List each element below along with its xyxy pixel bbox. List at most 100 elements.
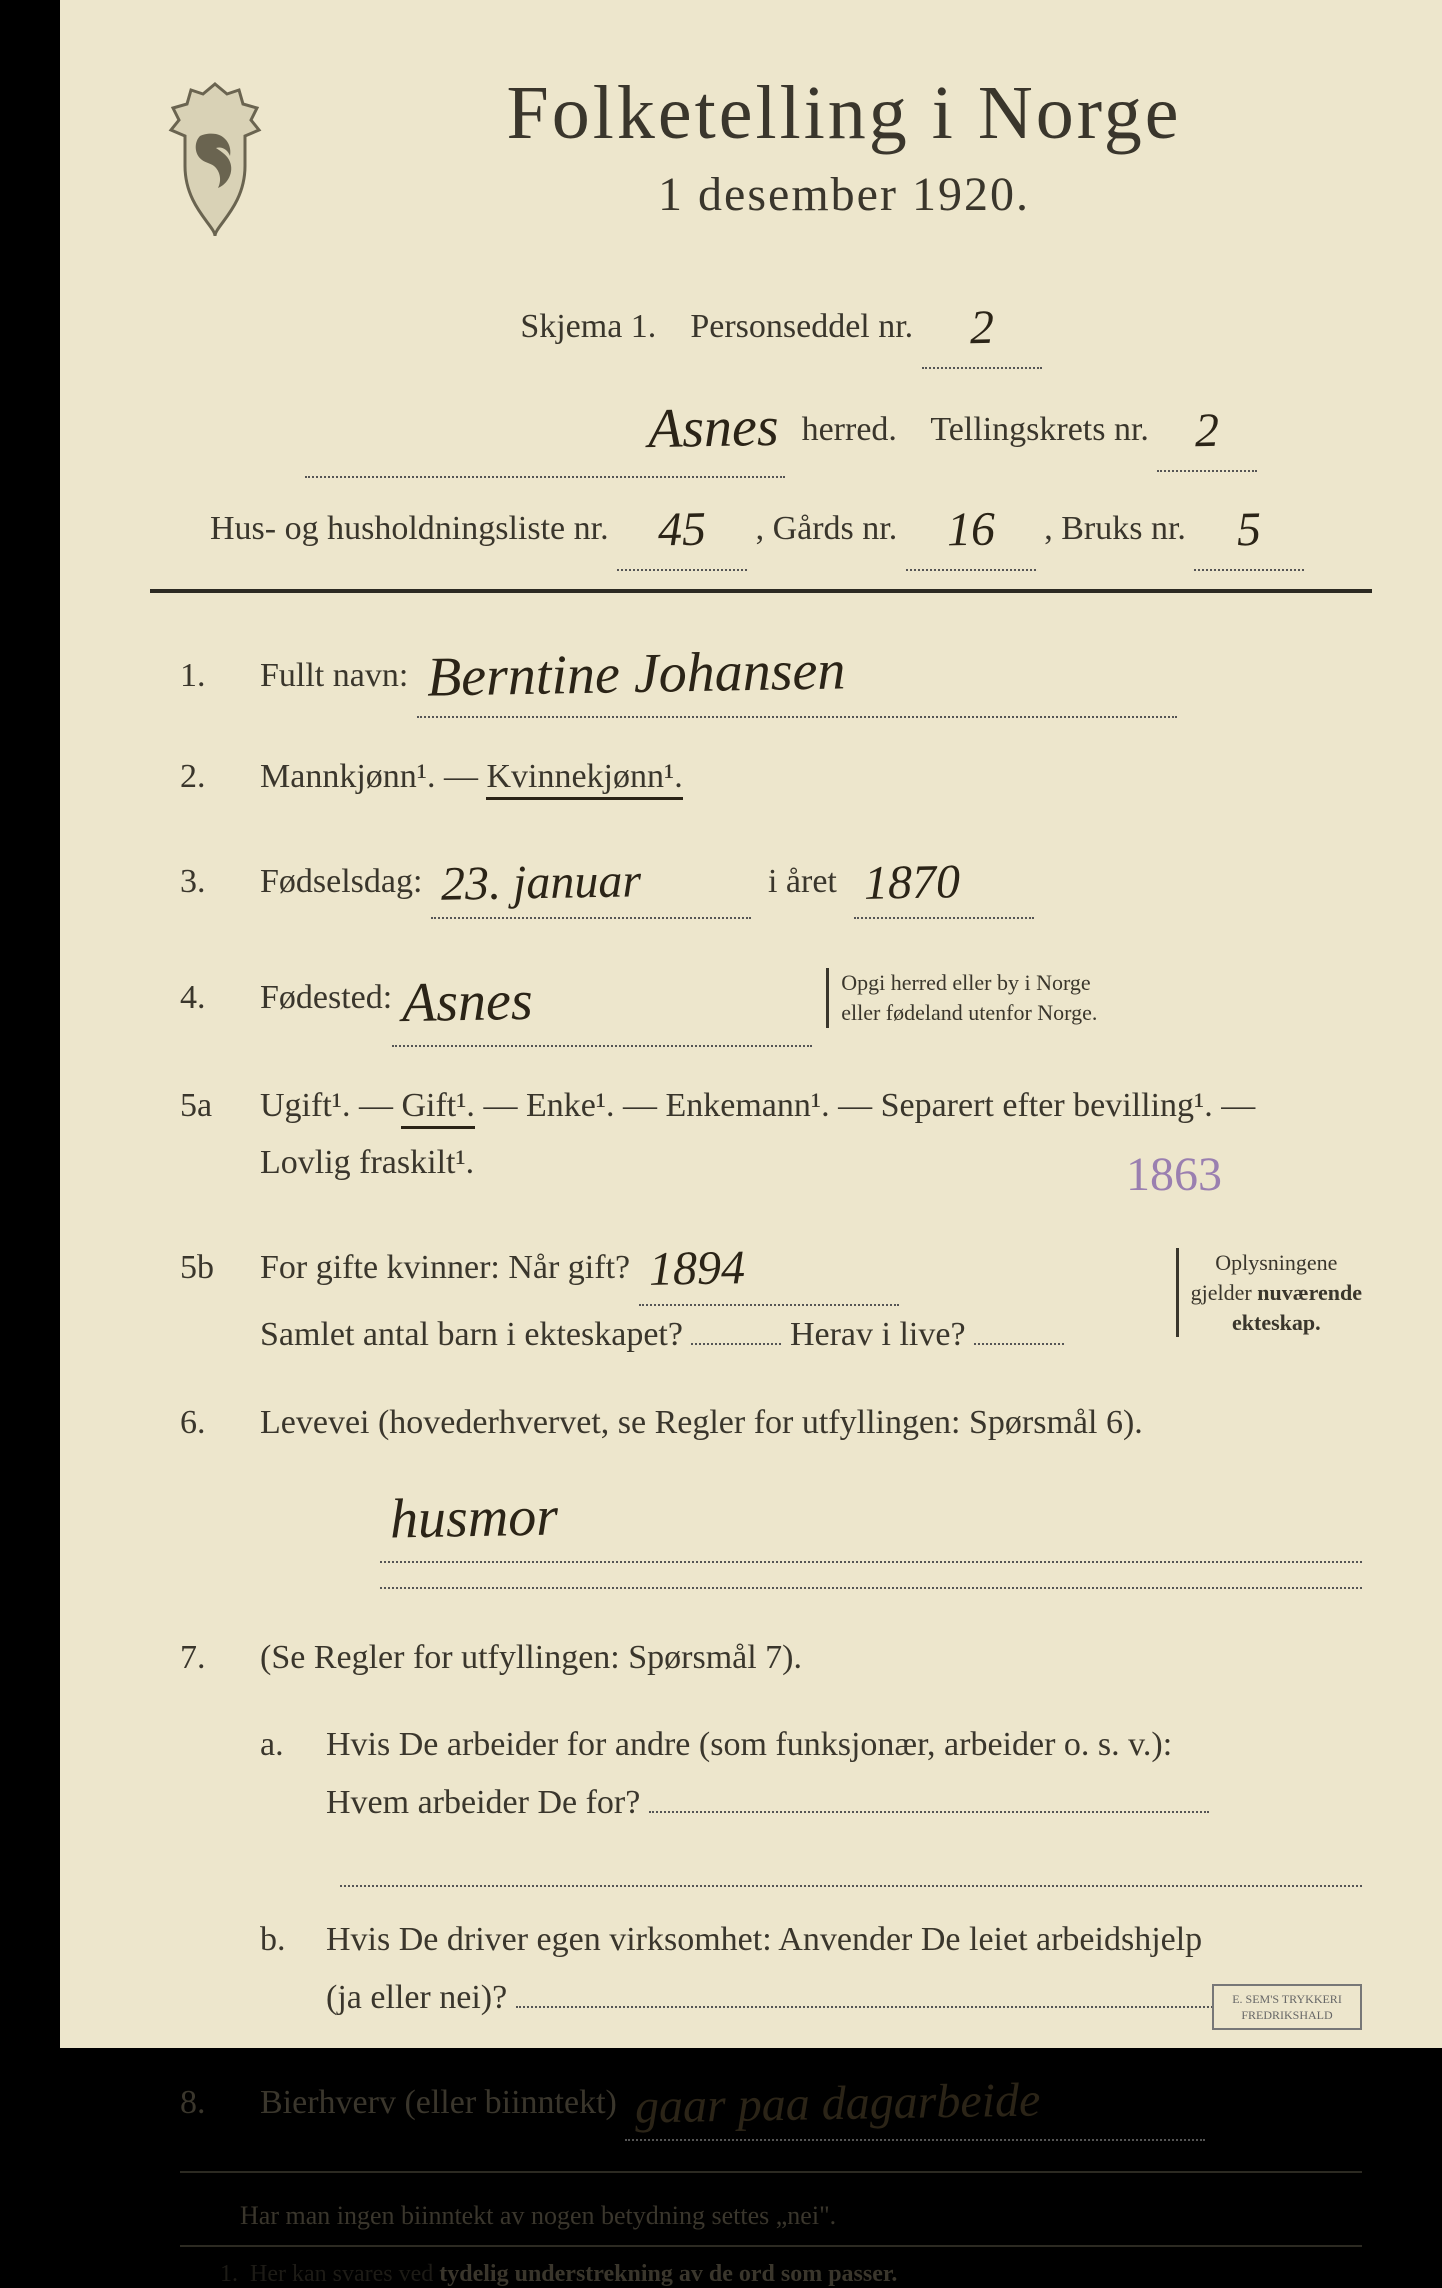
q5b-side-note: Oplysningene gjelder nuværende ekteskap.: [1176, 1248, 1362, 1337]
divider-thin: [180, 2171, 1362, 2173]
question-8: 8. Bierhverv (eller biinntekt) gaar paa …: [180, 2057, 1362, 2141]
q7b-letter: b.: [260, 1921, 306, 1959]
q1-field: Berntine Johansen: [417, 621, 1177, 718]
q5b-side-3: ekteskap.: [1232, 1310, 1321, 1335]
printer-stamp: E. SEM'S TRYKKERI FREDRIKSHALD: [1212, 1984, 1362, 2030]
q5b-year-field: 1894: [639, 1222, 899, 1306]
q6-value: husmor: [389, 1470, 559, 1568]
stamp-line-2: FREDRIKSHALD: [1241, 2008, 1332, 2022]
q5b-num: 5b: [180, 1249, 240, 1287]
q7a-extra-line: [340, 1862, 1362, 1888]
q5a-opt-2: Enke¹.: [526, 1087, 615, 1124]
bottom-cut-bold: tydelig understrekning av de ord som pas…: [439, 2261, 897, 2287]
divider-thin-2: [180, 2245, 1362, 2247]
bruks-nr-value: 5: [1237, 483, 1263, 575]
personseddel-label: Personseddel nr.: [690, 308, 913, 345]
footer-note: Har man ingen biinntekt av nogen betydni…: [240, 2201, 1362, 2231]
meta-line-3: Hus- og husholdningsliste nr. 45 , Gårds…: [210, 478, 1352, 571]
gards-nr-value: 16: [946, 483, 996, 575]
q5a-opt-0: Ugift¹.: [260, 1087, 350, 1124]
q7a-text2: Hvem arbeider De for?: [326, 1784, 640, 1821]
q6-field: husmor: [380, 1465, 1362, 1562]
q5b-label1: For gifte kvinner: Når gift?: [260, 1249, 630, 1286]
q6-num: 6.: [180, 1404, 240, 1442]
q2-male: Mannkjønn¹.: [260, 758, 435, 795]
bruks-nr-field: 5: [1194, 478, 1304, 571]
q3-day-value: 23. januar: [440, 840, 641, 925]
q5b-side-bold: nuværende: [1257, 1280, 1362, 1305]
q6-label: Levevei (hovederhvervet, se Regler for u…: [260, 1404, 1143, 1441]
question-1: 1. Fullt navn: Berntine Johansen: [180, 621, 1362, 718]
q3-year-value: 1870: [863, 841, 960, 924]
question-7a: a. Hvis De arbeider for andre (som funks…: [260, 1716, 1362, 1832]
question-4: 4. Fødested: Asnes Opgi herred eller by …: [180, 949, 1362, 1046]
question-5a: 5a Ugift¹. — Gift¹. — Enke¹. — Enkemann¹…: [180, 1077, 1362, 1193]
q8-num: 8.: [180, 2084, 240, 2122]
q5b-label2: Samlet antal barn i ekteskapet?: [260, 1316, 683, 1353]
q5b-children-field: [691, 1343, 781, 1345]
meta-line-1: Skjema 1. Personseddel nr. 2: [210, 276, 1352, 369]
coat-of-arms-icon: [150, 76, 280, 246]
stamp-line-1: E. SEM'S TRYKKERI: [1232, 1992, 1342, 2006]
question-7b: b. Hvis De driver egen virksomhet: Anven…: [260, 1911, 1362, 2027]
divider-heavy: [150, 589, 1372, 593]
q8-field: gaar paa dagarbeide: [625, 2057, 1205, 2141]
form-body: 1. Fullt navn: Berntine Johansen 2. Mann…: [150, 621, 1372, 2288]
q4-num: 4.: [180, 979, 240, 1017]
bottom-cut-text: 1. Her kan svares ved tydelig understrek…: [220, 2261, 1362, 2288]
q7b-text2: (ja eller nei)?: [326, 1979, 507, 2016]
tellingskrets-label: Tellingskrets nr.: [930, 411, 1149, 448]
q7b-field: [516, 2006, 1216, 2008]
meta-block: Skjema 1. Personseddel nr. 2 Asnes herre…: [150, 276, 1372, 571]
question-7: 7. (Se Regler for utfyllingen: Spørsmål …: [180, 1629, 1362, 1687]
q4-note-1: Opgi herred eller by i Norge: [841, 970, 1090, 995]
q4-side-note: Opgi herred eller by i Norge eller fødel…: [826, 968, 1097, 1027]
q5a-num: 5a: [180, 1087, 240, 1125]
q7a-letter: a.: [260, 1726, 306, 1764]
q2-num: 2.: [180, 758, 240, 796]
title-block: Folketelling i Norge 1 desember 1920.: [316, 70, 1372, 222]
q7-num: 7.: [180, 1639, 240, 1677]
page-title: Folketelling i Norge: [316, 70, 1372, 157]
q5a-pencil-note: 1863: [1126, 1134, 1222, 1216]
q8-value: gaar paa dagarbeide: [635, 2060, 1042, 2149]
q5b-label3: Herav i live?: [790, 1316, 966, 1353]
q5a-opt-3: Enkemann¹.: [666, 1087, 830, 1124]
q7b-text1: Hvis De driver egen virksomhet: Anvender…: [326, 1921, 1202, 1958]
q6-field-2: [380, 1587, 1362, 1589]
q5b-year-value: 1894: [648, 1227, 745, 1310]
q7-label: (Se Regler for utfyllingen: Spørsmål 7).: [260, 1639, 802, 1676]
q2-female-underlined: Kvinnekjønn¹.: [486, 758, 682, 800]
q5a-opt-4: Separert efter bevilling¹.: [881, 1087, 1213, 1124]
herred-label: herred.: [802, 411, 897, 448]
q7a-text1: Hvis De arbeider for andre (som funksjon…: [326, 1726, 1172, 1763]
hus-nr-value: 45: [657, 483, 707, 575]
q3-num: 3.: [180, 863, 240, 901]
q5b-side-2: gjelder: [1191, 1280, 1258, 1305]
skjema-label: Skjema 1.: [520, 308, 656, 345]
q5a-opt-1-underlined: Gift¹.: [401, 1087, 474, 1129]
page-subtitle: 1 desember 1920.: [316, 167, 1372, 222]
tellingskrets-field: 2: [1157, 379, 1257, 472]
q4-note-2: eller fødeland utenfor Norge.: [841, 1000, 1097, 1025]
q4-field: Asnes: [392, 949, 812, 1046]
q3-year-field: 1870: [854, 836, 1034, 920]
tellingskrets-value: 2: [1195, 385, 1221, 477]
q5a-line2: Lovlig fraskilt¹.: [260, 1144, 474, 1181]
q2-dash: —: [444, 758, 487, 795]
herred-field: Asnes: [305, 369, 785, 477]
q8-label: Bierhverv (eller biinntekt): [260, 2084, 617, 2121]
census-form-page: Folketelling i Norge 1 desember 1920. Sk…: [60, 0, 1442, 2048]
personseddel-nr-value: 2: [969, 282, 995, 374]
herred-value: Asnes: [647, 374, 779, 483]
q3-day-field: 23. januar: [431, 836, 751, 920]
q4-label: Fødested:: [260, 969, 392, 1027]
q5b-alive-field: [974, 1343, 1064, 1345]
question-5b: 5b For gifte kvinner: Når gift? 1894 Sam…: [180, 1222, 1362, 1363]
q4-value: Asnes: [401, 954, 533, 1051]
question-2: 2. Mannkjønn¹. — Kvinnekjønn¹.: [180, 748, 1362, 806]
q3-year-label: i året: [768, 863, 837, 900]
meta-line-2: Asnes herred. Tellingskrets nr. 2: [210, 369, 1352, 477]
bruks-label: , Bruks nr.: [1044, 510, 1186, 547]
q3-label: Fødselsdag:: [260, 863, 422, 900]
